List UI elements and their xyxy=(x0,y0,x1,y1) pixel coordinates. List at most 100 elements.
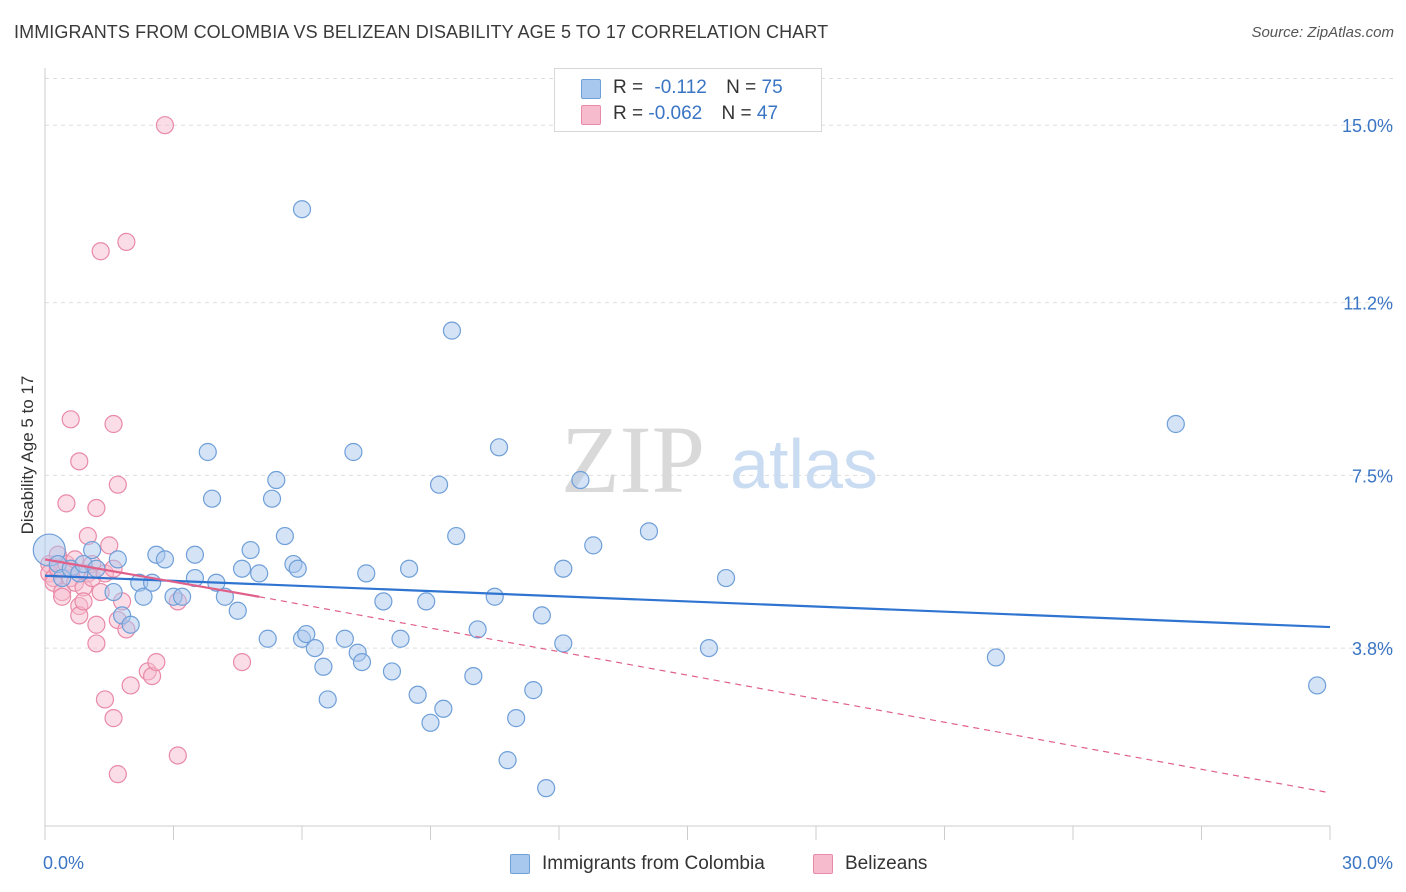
colombia-point xyxy=(228,601,247,620)
belizeans-swatch xyxy=(581,105,601,125)
belizean-point xyxy=(100,536,119,555)
colombia-swatch xyxy=(581,79,601,99)
colombia-point xyxy=(584,536,603,555)
x-tick-label: 0.0% xyxy=(43,853,84,873)
belizean-point xyxy=(57,494,76,513)
belizean-point xyxy=(95,690,115,709)
legend-label: Belizeans xyxy=(845,853,928,874)
colombia-point xyxy=(335,629,354,648)
colombia-point xyxy=(639,522,659,541)
belizean-point xyxy=(108,765,127,784)
belizean-point xyxy=(232,652,252,672)
colombia-point xyxy=(250,564,269,583)
n-value: 75 xyxy=(761,77,783,98)
belizean-point xyxy=(87,634,106,653)
colombia-point xyxy=(275,526,294,546)
colombia-point xyxy=(421,713,440,732)
n-label: N = xyxy=(726,77,762,98)
colombia-point xyxy=(382,662,402,681)
colombia-point xyxy=(532,606,551,625)
colombia-point xyxy=(155,550,175,569)
y-tick-label: 15.0% xyxy=(1342,116,1393,136)
n-value: 47 xyxy=(756,103,779,124)
watermark-zip: ZIP xyxy=(561,406,705,513)
colombia-point xyxy=(292,200,312,219)
belizean-point xyxy=(104,414,123,434)
colombia-point xyxy=(554,559,573,578)
colombia-point xyxy=(108,550,127,569)
colombia-swatch xyxy=(510,854,530,874)
n-label: N = xyxy=(721,103,757,124)
colombia-point xyxy=(258,629,277,648)
colombia-point xyxy=(498,751,517,770)
colombia-point xyxy=(489,438,509,457)
colombia-point xyxy=(417,592,436,611)
colombia-point xyxy=(408,685,427,704)
stats-legend: R = -0.112 N = 75 R = -0.062 N = 47 xyxy=(554,68,822,132)
belizean-point xyxy=(91,242,110,261)
colombia-point xyxy=(83,540,102,560)
watermark: ZIP atlas xyxy=(561,406,878,513)
colombia-point xyxy=(699,638,719,658)
colombia-point xyxy=(241,540,260,560)
colombia-point xyxy=(537,779,556,798)
r-label: R = xyxy=(613,77,649,98)
belizean-point xyxy=(70,452,89,471)
colombia-point xyxy=(344,442,363,462)
colombia-point xyxy=(1308,676,1327,695)
y-tick-label: 3.8% xyxy=(1352,639,1393,659)
r-value: -0.112 xyxy=(654,77,707,98)
colombia-point xyxy=(716,568,736,588)
belizeans-trendline-extension xyxy=(259,596,1331,794)
colombia-point xyxy=(262,489,282,508)
colombia-point xyxy=(134,587,153,606)
colombia-point xyxy=(434,699,453,718)
colombia-point xyxy=(524,681,543,700)
colombia-point xyxy=(554,634,573,653)
colombia-point xyxy=(507,709,526,728)
belizean-point xyxy=(74,592,93,611)
colombia-point xyxy=(121,615,140,634)
belizean-point xyxy=(87,498,106,518)
colombia-point xyxy=(172,587,192,606)
colombia-point xyxy=(267,470,286,490)
belizean-point xyxy=(147,652,166,672)
colombia-point xyxy=(468,620,487,639)
belizeans-swatch xyxy=(813,854,833,874)
colombia-point xyxy=(429,475,449,494)
y-tick-label: 7.5% xyxy=(1352,466,1393,486)
y-tick-label: 11.2% xyxy=(1343,294,1393,314)
belizean-point xyxy=(155,116,175,135)
legend-label: Immigrants from Colombia xyxy=(542,853,765,874)
chart-title: IMMIGRANTS FROM COLOMBIA VS BELIZEAN DIS… xyxy=(14,22,829,42)
colombia-point xyxy=(318,690,337,709)
belizeans-points xyxy=(40,116,252,784)
colombia-point xyxy=(464,666,483,686)
colombia-trendline xyxy=(44,574,1331,629)
colombia-point xyxy=(986,648,1006,667)
belizean-point xyxy=(104,709,123,728)
trendlines xyxy=(44,558,1331,794)
colombia-point xyxy=(104,582,123,602)
belizeans-trendline xyxy=(44,558,260,598)
colombia-point xyxy=(357,564,376,583)
belizean-point xyxy=(168,746,187,765)
colombia-point xyxy=(399,559,419,578)
belizean-point xyxy=(117,232,136,252)
colombia-point xyxy=(1166,414,1185,434)
belizean-point xyxy=(87,615,106,634)
colombia-point xyxy=(305,638,324,658)
tick-labels: 3.8% 7.5% 11.2% 15.0% 0.0% 30.0% xyxy=(43,116,1393,873)
axes xyxy=(44,68,1331,840)
source-credit: Source: ZipAtlas.com xyxy=(1251,24,1394,41)
belizean-point xyxy=(108,475,127,494)
x-tick-label: 30.0% xyxy=(1342,853,1393,873)
belizean-point xyxy=(61,410,80,429)
colombia-point xyxy=(352,652,372,672)
colombia-point xyxy=(391,629,410,648)
colombia-point xyxy=(485,587,504,606)
belizean-point xyxy=(121,676,140,695)
belizean-point xyxy=(53,587,72,606)
r-value: -0.062 xyxy=(648,103,703,124)
